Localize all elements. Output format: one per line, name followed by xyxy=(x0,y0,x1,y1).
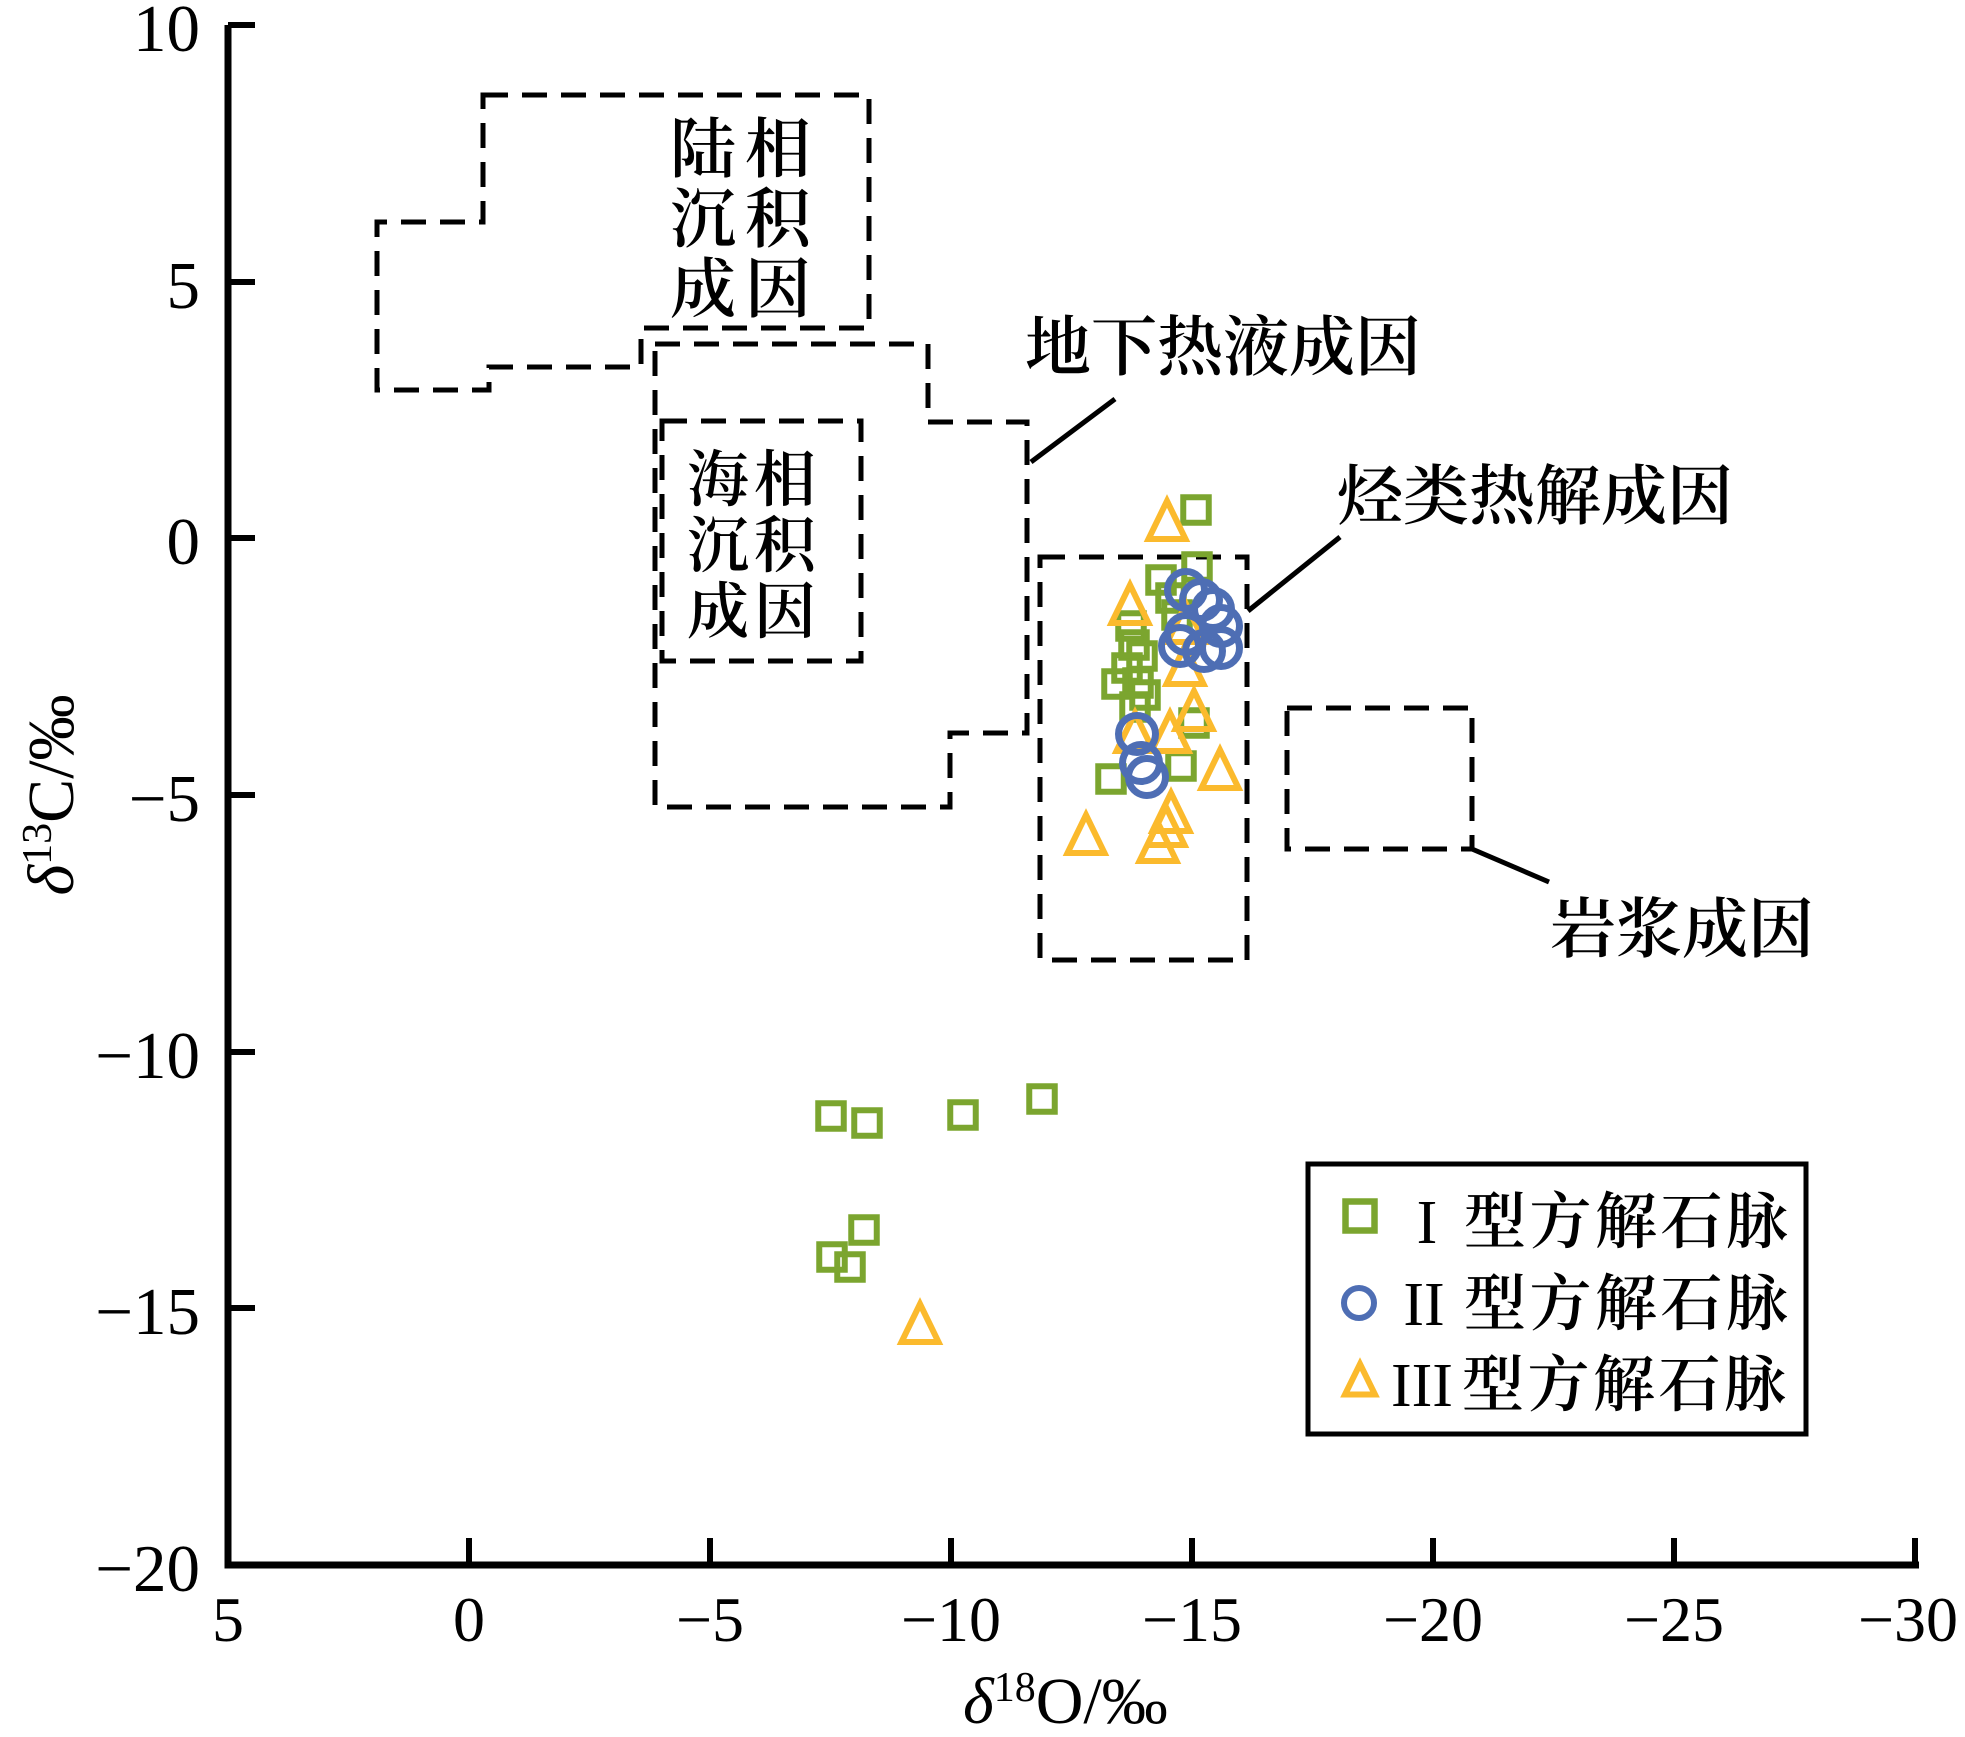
svg-text:δ18O/‰: δ18O/‰ xyxy=(963,1665,1168,1737)
svg-text:−15: −15 xyxy=(1142,1584,1242,1655)
svg-text:−20: −20 xyxy=(1383,1584,1483,1655)
svg-text:−5: −5 xyxy=(129,762,200,836)
svg-text:III: III xyxy=(1391,1352,1453,1420)
svg-text:5: 5 xyxy=(212,1584,244,1655)
svg-text:−20: −20 xyxy=(95,1532,200,1606)
svg-text:−25: −25 xyxy=(1624,1584,1724,1655)
svg-text:−15: −15 xyxy=(95,1275,200,1349)
svg-text:δ13C/‰: δ13C/‰ xyxy=(15,694,88,895)
svg-text:I: I xyxy=(1417,1189,1438,1257)
svg-text:−10: −10 xyxy=(901,1584,1001,1655)
svg-text:0: 0 xyxy=(453,1584,485,1655)
svg-text:−5: −5 xyxy=(676,1584,744,1655)
svg-text:−10: −10 xyxy=(95,1019,200,1093)
svg-text:5: 5 xyxy=(167,249,201,323)
svg-text:10: 10 xyxy=(133,0,200,66)
svg-text:0: 0 xyxy=(167,505,201,579)
svg-text:II: II xyxy=(1403,1271,1444,1339)
svg-text:−30: −30 xyxy=(1858,1584,1958,1655)
